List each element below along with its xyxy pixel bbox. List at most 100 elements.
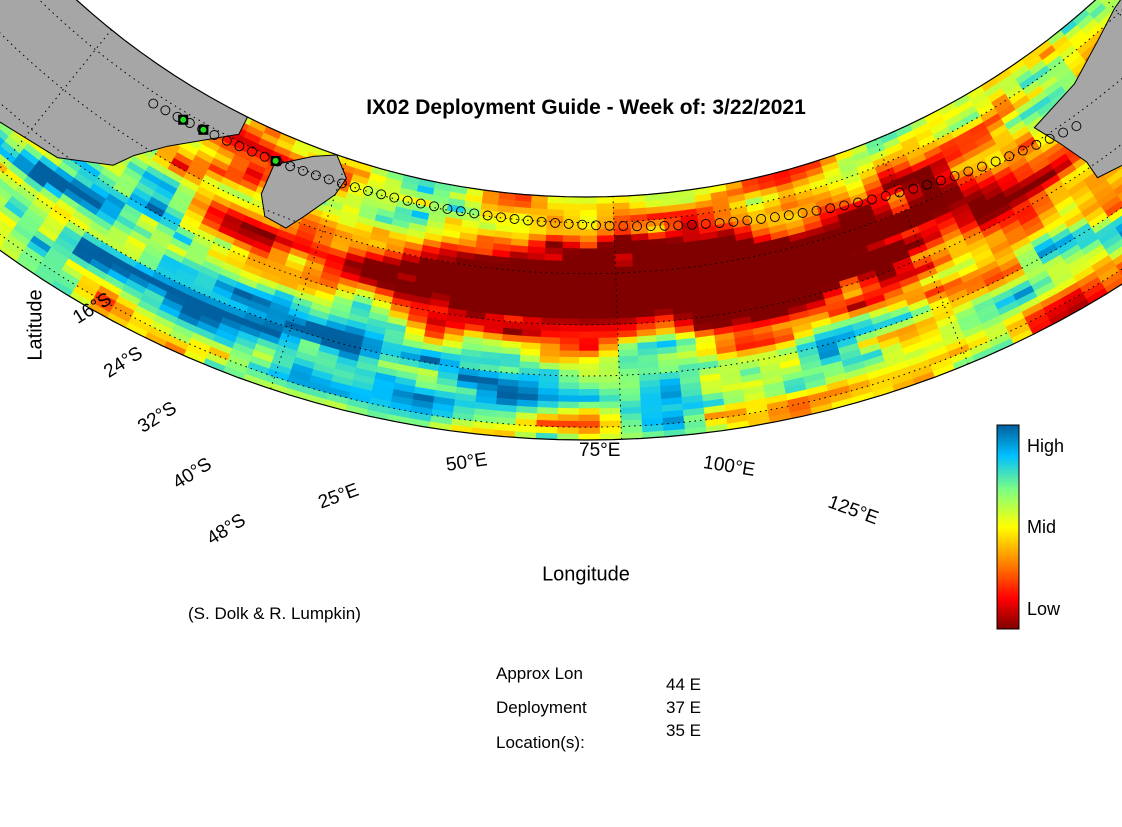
heatmap-cell <box>599 419 622 428</box>
heatmap-cell <box>599 375 620 383</box>
heatmap-cell <box>542 291 563 300</box>
track-point <box>591 220 601 231</box>
track-point <box>908 183 919 194</box>
track-point <box>298 165 308 176</box>
heatmap-cell <box>540 342 561 351</box>
heatmap-cell <box>530 201 549 210</box>
heatmap-cell <box>561 292 581 300</box>
track-point <box>783 210 794 221</box>
heatmap-cell <box>541 323 562 332</box>
track-point <box>894 187 905 198</box>
heatmap-cell <box>614 252 634 261</box>
heatmap-cell <box>614 233 633 242</box>
heatmap-cell <box>579 273 599 281</box>
heatmap-cell <box>537 387 560 396</box>
track-point <box>742 215 753 226</box>
track-point <box>714 218 725 228</box>
heatmap-cell <box>542 304 562 313</box>
y-axis-label: Latitude <box>24 289 47 361</box>
heatmap-cell <box>1105 237 1122 256</box>
heatmap-cell <box>1115 215 1122 234</box>
track-point <box>469 208 480 219</box>
heatmap-cell <box>597 266 617 275</box>
track-point <box>323 174 334 185</box>
track-point <box>839 200 850 211</box>
heatmap-cell <box>598 311 618 319</box>
track-point <box>349 182 360 193</box>
land-mass <box>260 154 347 229</box>
heatmap-cell <box>1115 253 1122 272</box>
heatmap-cell <box>562 260 581 268</box>
heatmap-cell <box>596 208 615 217</box>
track-point <box>1017 145 1028 156</box>
heatmap-cell <box>579 298 599 307</box>
track-point <box>234 141 245 152</box>
track-point <box>880 191 891 201</box>
track-point <box>536 216 547 227</box>
heatmap-cell <box>613 227 632 236</box>
track-point <box>1031 139 1042 150</box>
heatmap-cell <box>579 318 599 326</box>
heatmap-cell <box>562 253 581 262</box>
heatmap-cell <box>545 240 564 249</box>
track-point <box>259 151 270 162</box>
heatmap-cell <box>619 393 642 402</box>
heatmap-cell <box>545 227 564 236</box>
heatmap-cell <box>560 298 581 307</box>
heatmap-cell <box>1107 204 1122 223</box>
deployment-marker-dot <box>180 116 187 123</box>
deployment-markers <box>178 114 281 166</box>
colorbar-high-label: High <box>1027 436 1065 456</box>
heatmap-cell <box>540 329 561 338</box>
heatmap-cell <box>537 393 560 402</box>
heatmap-cell <box>536 419 559 428</box>
meridian-line <box>0 29 112 220</box>
heatmap-cell <box>579 324 600 332</box>
heatmap-cell <box>1113 177 1122 196</box>
heatmap-cell <box>598 317 618 326</box>
heatmap-cell <box>559 356 580 364</box>
track-point <box>977 161 987 172</box>
heatmap-field <box>0 0 1122 441</box>
deployment-location: 35 E <box>666 721 701 740</box>
heatmap-cell <box>1106 167 1122 185</box>
heatmap-cell <box>597 253 616 262</box>
heatmap-cell <box>558 375 580 383</box>
heatmap-cell <box>579 350 600 358</box>
track-point <box>336 178 347 189</box>
heatmap-cell <box>559 362 580 370</box>
track-point <box>645 221 656 232</box>
heatmap-cell <box>579 356 600 364</box>
heatmap-cell <box>536 425 559 434</box>
heatmap-cell <box>558 400 580 409</box>
heatmap-cell <box>578 426 601 434</box>
track-point <box>1071 121 1082 132</box>
track-point <box>700 218 711 229</box>
heatmap-cell <box>563 209 581 217</box>
heatmap-cell <box>580 209 598 217</box>
heatmap-cell <box>543 278 563 287</box>
heatmap-cell <box>617 335 638 344</box>
x-axis-label: Longitude <box>542 563 630 586</box>
track-point <box>429 201 440 212</box>
heatmap-cell <box>544 253 564 261</box>
heatmap-cell <box>619 386 641 395</box>
heatmap-cell <box>560 324 581 332</box>
heatmap-cell <box>542 297 562 306</box>
track-point <box>1058 127 1069 138</box>
heatmap-cell <box>537 400 559 408</box>
heatmap-cell <box>615 265 634 274</box>
track-point <box>756 213 767 224</box>
heatmap-cell <box>599 413 622 422</box>
heatmap-cell <box>616 316 637 325</box>
heatmap-cell <box>546 208 565 217</box>
deployment-label-line: Deployment <box>496 698 587 717</box>
track-point <box>389 192 400 203</box>
heatmap-cell <box>579 343 600 351</box>
heatmap-cell <box>562 234 581 243</box>
track-point <box>455 206 466 217</box>
heatmap-cell <box>562 247 581 255</box>
meridian-line <box>270 158 348 390</box>
track-point <box>825 203 836 214</box>
heatmap-cell <box>613 214 631 223</box>
